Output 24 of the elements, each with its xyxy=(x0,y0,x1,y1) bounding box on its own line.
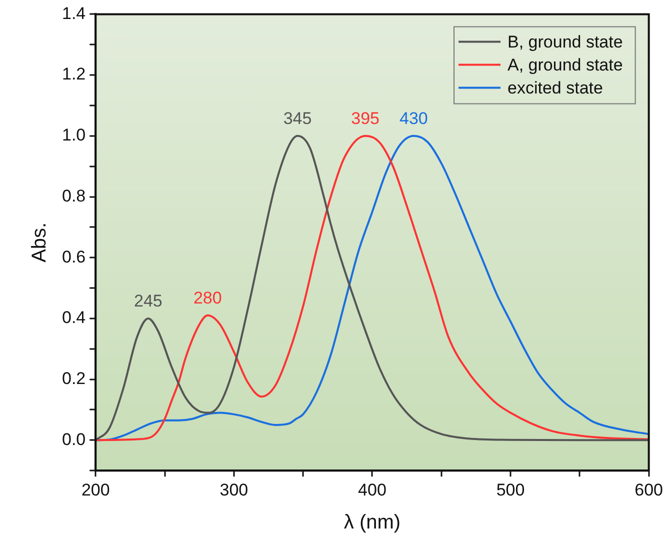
x-tick-label: 400 xyxy=(358,480,386,500)
annotation: 430 xyxy=(400,109,428,128)
y-tick-label: 0.2 xyxy=(62,369,86,388)
x-tick-label: 300 xyxy=(220,480,248,500)
x-tick-label: 500 xyxy=(496,480,525,500)
y-tick-label: 0.6 xyxy=(62,247,86,266)
y-tick-label: 1.0 xyxy=(62,126,86,145)
line-series xyxy=(96,134,649,442)
y-tick-label: 0.4 xyxy=(62,308,86,328)
legend-label: A, ground state xyxy=(508,55,623,74)
x-axis-title: λ (nm) xyxy=(344,512,401,534)
y-tick-label: 1.4 xyxy=(62,4,86,23)
annotation: 395 xyxy=(351,109,380,128)
annotation: 245 xyxy=(134,292,162,311)
legend-label: excited state xyxy=(508,78,603,98)
y-tick-label: 0.0 xyxy=(62,430,86,449)
x-tick-label: 200 xyxy=(81,480,110,500)
legend-label: B, ground state xyxy=(508,32,623,52)
y-tick-label: 1.2 xyxy=(62,64,86,84)
y-axis-title: Abs. xyxy=(28,222,51,262)
x-tick-label: 600 xyxy=(634,480,664,500)
annotation: 280 xyxy=(193,288,222,308)
annotation: 345 xyxy=(283,109,312,128)
y-tick-label: 0.8 xyxy=(62,186,86,206)
